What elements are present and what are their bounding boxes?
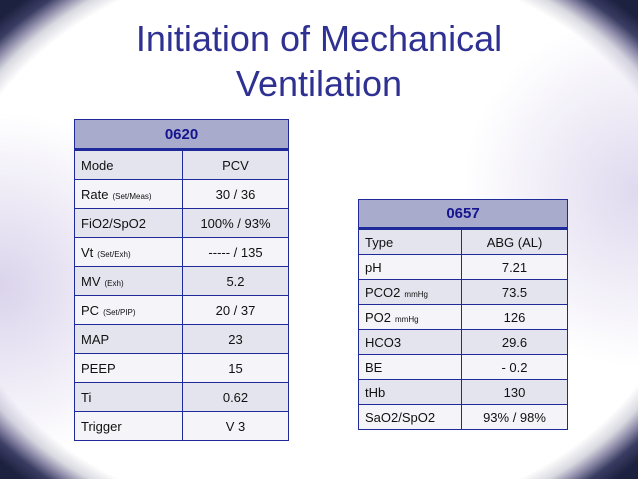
table-row: tHb 130 <box>358 379 568 405</box>
row-value: V 3 <box>182 411 289 441</box>
row-unit: (Set/PIP) <box>103 307 136 317</box>
table-row: Rate (Set/Meas) 30 / 36 <box>74 179 289 209</box>
row-value: 93% / 98% <box>461 404 568 430</box>
row-label-cell: BE <box>358 354 462 380</box>
row-label: Mode <box>81 157 114 173</box>
row-value: 100% / 93% <box>182 208 289 238</box>
slide-title: Initiation of Mechanical Ventilation <box>0 16 638 106</box>
table-row: FiO2/SpO2 100% / 93% <box>74 208 289 238</box>
row-label: Ti <box>81 389 92 405</box>
row-value: 73.5 <box>461 279 568 305</box>
row-label-cell: Mode <box>74 149 183 180</box>
row-label-cell: PO2 mmHg <box>358 304 462 330</box>
table-row: Trigger V 3 <box>74 411 289 441</box>
row-label-cell: HCO3 <box>358 329 462 355</box>
row-label-cell: Type <box>358 228 462 255</box>
row-unit: mmHg <box>404 289 428 299</box>
table-row: Type ABG (AL) <box>358 228 568 255</box>
row-label-cell: Trigger <box>74 411 183 441</box>
row-label-cell: pH <box>358 254 462 280</box>
row-value: 15 <box>182 353 289 383</box>
row-label-cell: SaO2/SpO2 <box>358 404 462 430</box>
abg-results-table: 0657 Type ABG (AL) pH 7.21 PCO2 mmHg 73.5 PO2 mm… <box>358 199 568 430</box>
row-label: MV <box>81 273 101 289</box>
row-value: - 0.2 <box>461 354 568 380</box>
row-label-cell: Ti <box>74 382 183 412</box>
row-value: 7.21 <box>461 254 568 280</box>
row-label: PC <box>81 302 100 318</box>
row-unit: mmHg <box>395 314 419 324</box>
row-label-cell: MAP <box>74 324 183 354</box>
row-value: 30 / 36 <box>182 179 289 209</box>
row-label: pH <box>365 259 382 275</box>
row-value: 29.6 <box>461 329 568 355</box>
table-row: PC (Set/PIP) 20 / 37 <box>74 295 289 325</box>
row-label-cell: PEEP <box>74 353 183 383</box>
row-label: FiO2/SpO2 <box>81 215 147 231</box>
table-row: Ti 0.62 <box>74 382 289 412</box>
row-label-cell: MV (Exh) <box>74 266 183 296</box>
row-label: PO2 <box>365 309 392 325</box>
table-row: Mode PCV <box>74 149 289 180</box>
row-label-cell: FiO2/SpO2 <box>74 208 183 238</box>
row-label-cell: PC (Set/PIP) <box>74 295 183 325</box>
table-row: pH 7.21 <box>358 254 568 280</box>
table-row: BE - 0.2 <box>358 354 568 380</box>
row-label-cell: Vt (Set/Exh) <box>74 237 183 267</box>
row-unit: (Set/Meas) <box>112 191 152 201</box>
row-value: 23 <box>182 324 289 354</box>
row-value: 126 <box>461 304 568 330</box>
table-row: MV (Exh) 5.2 <box>74 266 289 296</box>
row-label: SaO2/SpO2 <box>365 409 436 425</box>
row-label-cell: tHb <box>358 379 462 405</box>
row-label-cell: PCO2 mmHg <box>358 279 462 305</box>
table-row: PCO2 mmHg 73.5 <box>358 279 568 305</box>
title-line-2: Ventilation <box>235 63 403 104</box>
table-row: HCO3 29.6 <box>358 329 568 355</box>
ventilator-settings-table: 0620 Mode PCV Rate (Set/Meas) 30 / 36 FiO2/Sp… <box>74 119 289 441</box>
table-header: 0657 <box>358 199 568 230</box>
row-label: PEEP <box>81 360 116 376</box>
row-value: 5.2 <box>182 266 289 296</box>
table-header: 0620 <box>74 119 289 151</box>
row-value: PCV <box>182 149 289 180</box>
row-value: ABG (AL) <box>461 228 568 255</box>
row-value: 130 <box>461 379 568 405</box>
table-row: SaO2/SpO2 93% / 98% <box>358 404 568 430</box>
row-label: Vt <box>81 244 94 260</box>
row-label-cell: Rate (Set/Meas) <box>74 179 183 209</box>
row-label: Rate <box>81 186 109 202</box>
row-value: ----- / 135 <box>182 237 289 267</box>
table-row: PEEP 15 <box>74 353 289 383</box>
row-label: HCO3 <box>365 334 402 350</box>
row-unit: (Exh) <box>104 278 124 288</box>
row-value: 0.62 <box>182 382 289 412</box>
row-label: Type <box>365 234 394 250</box>
title-line-1: Initiation of Mechanical <box>135 18 503 59</box>
table-row: MAP 23 <box>74 324 289 354</box>
row-label: tHb <box>365 384 386 400</box>
row-value: 20 / 37 <box>182 295 289 325</box>
table-row: PO2 mmHg 126 <box>358 304 568 330</box>
row-unit: (Set/Exh) <box>97 249 131 259</box>
row-label: MAP <box>81 331 110 347</box>
row-label: Trigger <box>81 418 122 434</box>
table-row: Vt (Set/Exh) ----- / 135 <box>74 237 289 267</box>
row-label: PCO2 <box>365 284 401 300</box>
row-label: BE <box>365 359 383 375</box>
